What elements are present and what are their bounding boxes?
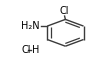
Text: Cl: Cl [21,45,31,55]
Text: H: H [32,45,39,55]
Text: H₂N: H₂N [21,21,40,31]
Text: Cl: Cl [60,6,69,16]
